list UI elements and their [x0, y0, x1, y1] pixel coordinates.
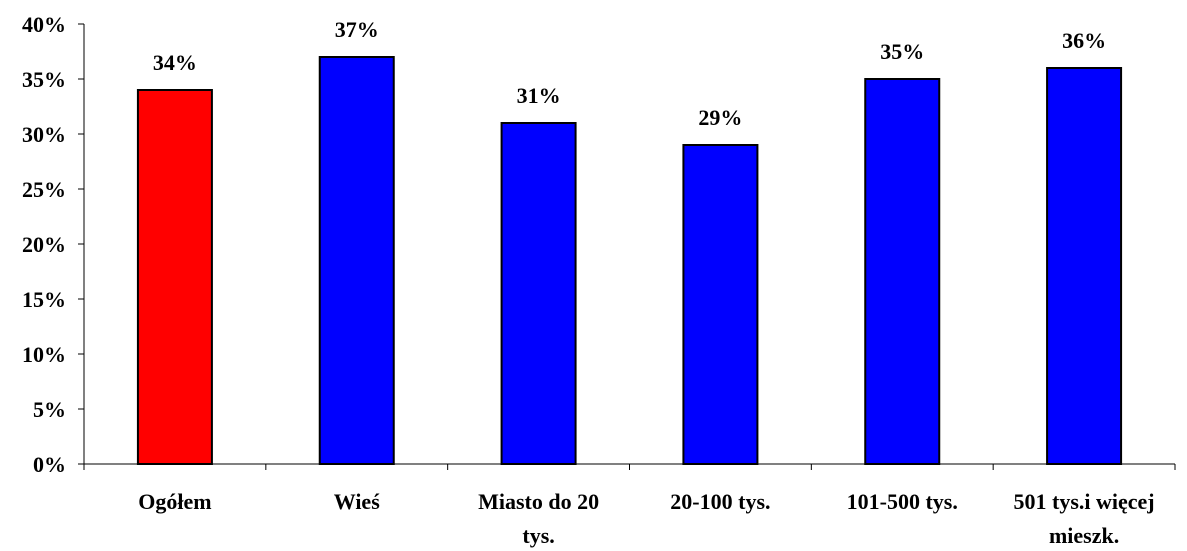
y-tick-label: 30% [22, 122, 66, 147]
y-tick-label: 5% [33, 397, 66, 422]
data-label: 29% [698, 105, 742, 130]
category-label: 20-100 tys. [670, 489, 770, 514]
data-label: 37% [335, 17, 379, 42]
y-tick-label: 10% [22, 342, 66, 367]
category-labels: Ogółem Wieś Miasto do 20 tys. 20-100 tys. 101… [138, 489, 1154, 548]
category-label: 101-500 tys. [847, 489, 958, 514]
data-label: 36% [1062, 28, 1106, 53]
bar [318, 56, 395, 465]
category-label: Ogółem [138, 489, 211, 514]
category-label: Wieś [334, 489, 380, 514]
bars [136, 56, 1123, 465]
bar [136, 89, 213, 465]
y-tick-label: 15% [22, 287, 66, 312]
category-label: tys. [522, 523, 554, 548]
data-label: 34% [153, 50, 197, 75]
axes: 0% 5% 10% 15% 20% 25% 30% 35% 40% [22, 12, 1176, 477]
y-tick-label: 20% [22, 232, 66, 257]
category-label: mieszk. [1049, 523, 1119, 548]
data-labels: 34% 37% 31% 29% 35% 36% [153, 17, 1106, 130]
category-label: 501 tys.i więcej [1014, 489, 1155, 514]
bar [1046, 67, 1123, 465]
bar [864, 78, 941, 465]
data-label: 31% [517, 83, 561, 108]
y-tick-label: 0% [33, 452, 66, 477]
data-label: 35% [880, 39, 924, 64]
bar [682, 144, 759, 465]
category-label: Miasto do 20 [478, 489, 599, 514]
y-tick-label: 40% [22, 12, 66, 37]
y-tick-label: 35% [22, 67, 66, 92]
y-tick-label: 25% [22, 177, 66, 202]
bar [500, 122, 577, 465]
